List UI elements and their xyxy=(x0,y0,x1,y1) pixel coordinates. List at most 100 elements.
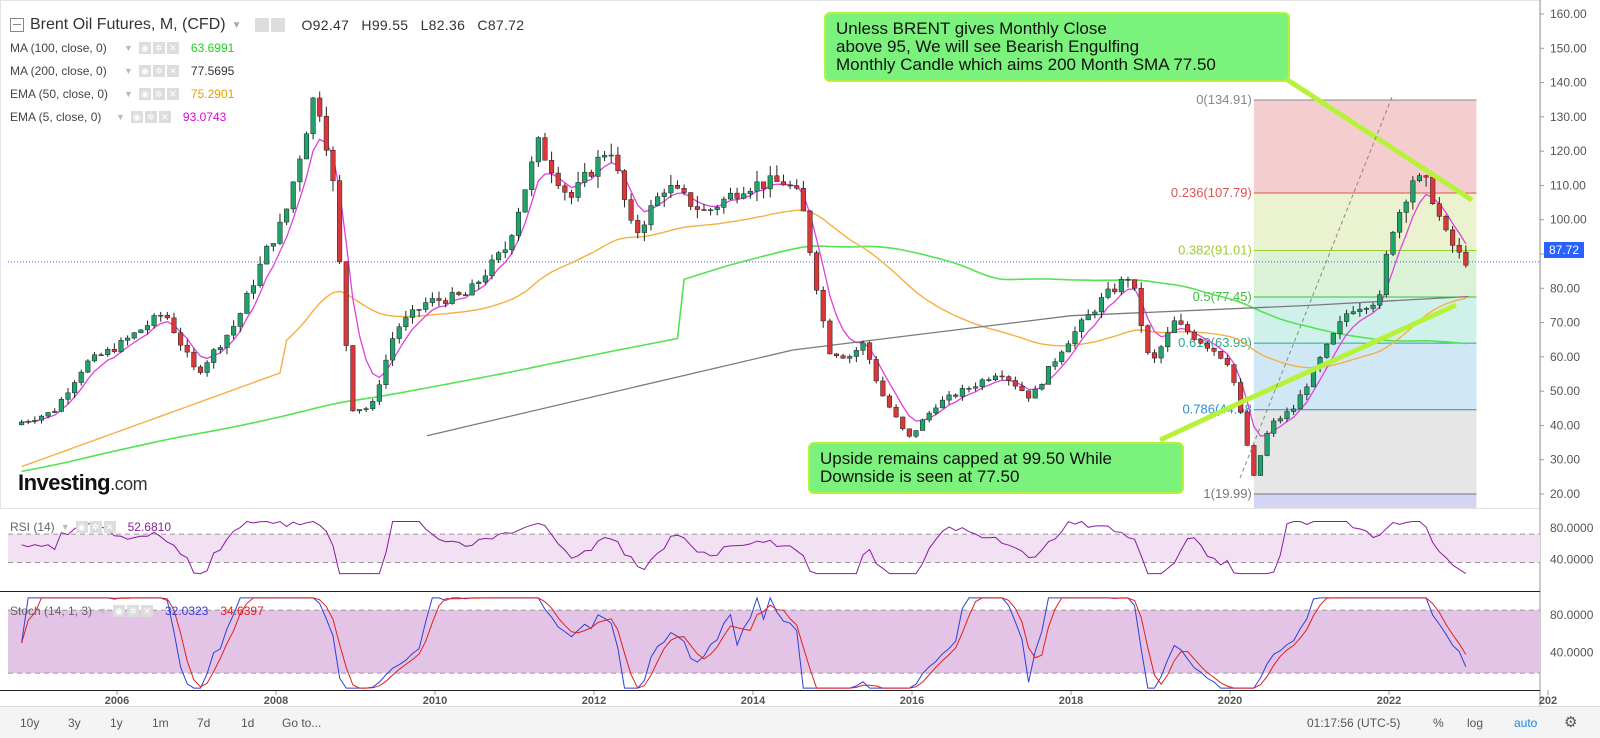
fibonacci-retracement[interactable]: 0(134.91)0.236(107.79)0.382(91.01)0.5(77… xyxy=(1171,92,1477,508)
candle-body xyxy=(906,428,912,437)
candlesticks xyxy=(19,91,1469,477)
goto-button[interactable]: Go to... xyxy=(282,716,322,730)
legend-rsi[interactable]: RSI (14) ▼ ◉ ✲ ✕ 52.6810 xyxy=(10,520,171,534)
range-1d-button[interactable]: 1d xyxy=(241,716,255,730)
dropdown-arrow-icon[interactable]: ▼ xyxy=(124,66,133,76)
candle-body xyxy=(343,261,349,346)
rsi-tick-label: 80.0000 xyxy=(1550,521,1594,535)
eye-icon[interactable]: ◉ xyxy=(75,521,88,533)
eye-icon[interactable]: ◉ xyxy=(138,88,151,100)
candle-body xyxy=(1006,376,1012,381)
log-toggle[interactable]: log xyxy=(1467,716,1484,730)
stoch-label[interactable]: Stoch (14, 1, 3) xyxy=(10,604,93,618)
annotation-bottom[interactable]: Upside remains capped at 99.50 While Dow… xyxy=(808,442,1184,494)
x-tick-label: 2018 xyxy=(1059,695,1083,707)
settings-icon[interactable]: ✲ xyxy=(126,605,139,617)
range-1m-button[interactable]: 1m xyxy=(152,716,169,730)
candle-body xyxy=(178,332,184,346)
close-icon[interactable]: ✕ xyxy=(166,42,179,54)
chart-title[interactable]: Brent Oil Futures, M, (CFD) xyxy=(30,16,226,33)
legend-controls[interactable]: ◉ ✲ ✕ xyxy=(138,88,179,100)
eye-icon[interactable]: ◉ xyxy=(112,605,125,617)
range-7d-button[interactable]: 7d xyxy=(197,716,211,730)
stoch-d-line xyxy=(21,597,1467,689)
settings-icon[interactable]: ✲ xyxy=(152,65,165,77)
candle-body xyxy=(886,395,893,408)
candle-body xyxy=(820,290,826,322)
legend-label[interactable]: EMA (5, close, 0) xyxy=(10,110,102,124)
settings-icon[interactable] xyxy=(271,18,286,32)
dropdown-arrow-icon[interactable]: ▼ xyxy=(124,43,133,53)
annotation-top[interactable]: Unless BRENT gives Monthly Close above 9… xyxy=(824,12,1290,82)
eye-icon[interactable]: ◉ xyxy=(130,111,143,123)
candle-body xyxy=(217,347,223,350)
legend-ma-100[interactable]: MA (100, close, 0) ▼ ◉ ✲ ✕ 63.6991 xyxy=(10,41,234,55)
settings-icon[interactable]: ✲ xyxy=(152,42,165,54)
legend-controls[interactable]: ◉ ✲ ✕ xyxy=(75,521,116,533)
dropdown-arrow-icon[interactable]: ▼ xyxy=(116,112,125,122)
candle-body xyxy=(330,150,336,181)
legend-controls[interactable]: ◉ ✲ ✕ xyxy=(130,111,171,123)
candle-body xyxy=(1138,287,1144,326)
candle-body xyxy=(621,170,628,200)
candle-body xyxy=(1403,201,1409,213)
eye-icon[interactable]: ◉ xyxy=(138,42,151,54)
settings-icon[interactable]: ✲ xyxy=(144,111,157,123)
dropdown-arrow-icon[interactable]: ▼ xyxy=(60,522,70,532)
ohlc-low: L82.36 xyxy=(420,17,466,33)
title-controls[interactable] xyxy=(255,18,286,32)
percent-toggle[interactable]: % xyxy=(1433,716,1444,730)
candle-body xyxy=(151,315,157,326)
candle-body xyxy=(1224,358,1230,365)
legend-ema-5[interactable]: EMA (5, close, 0) ▼ ◉ ✲ ✕ 93.0743 xyxy=(10,110,226,124)
legend-controls[interactable]: ◉ ✲ ✕ xyxy=(138,65,179,77)
ohlc-values: O92.47 H99.55 L82.36 C87.72 xyxy=(301,17,532,33)
legend-stoch[interactable]: Stoch (14, 1, 3) ▼ ◉ ✲ ✕ 32.0323 34.6397 xyxy=(10,604,264,618)
candle-body xyxy=(1330,333,1336,345)
candle-body xyxy=(694,206,700,210)
rsi-label[interactable]: RSI (14) xyxy=(10,520,55,534)
candle-body xyxy=(1118,278,1124,293)
legend-label[interactable]: EMA (50, close, 0) xyxy=(10,87,109,101)
dropdown-arrow-icon[interactable]: ▼ xyxy=(231,19,242,31)
range-1y-button[interactable]: 1y xyxy=(110,716,123,730)
y-tick-label: 70.00 xyxy=(1550,316,1580,330)
auto-toggle[interactable]: auto xyxy=(1514,716,1538,730)
range-10y-button[interactable]: 10y xyxy=(20,716,40,730)
legend-ma-200[interactable]: MA (200, close, 0) ▼ ◉ ✲ ✕ 77.5695 xyxy=(10,64,234,78)
candle-body xyxy=(1105,288,1111,298)
candle-body xyxy=(615,154,621,171)
close-icon[interactable]: ✕ xyxy=(140,605,153,617)
close-icon[interactable]: ✕ xyxy=(158,111,171,123)
range-3y-button[interactable]: 3y xyxy=(68,716,81,730)
ema-5-line xyxy=(21,138,1467,437)
candle-body xyxy=(1238,382,1244,413)
clock-readout[interactable]: 01:17:56 (UTC-5) xyxy=(1307,716,1401,730)
close-icon[interactable]: ✕ xyxy=(166,88,179,100)
dropdown-arrow-icon[interactable]: ▼ xyxy=(98,606,107,616)
legend-label[interactable]: MA (200, close, 0) xyxy=(10,64,107,78)
settings-icon[interactable]: ✲ xyxy=(152,88,165,100)
candle-body xyxy=(1423,175,1429,178)
close-icon[interactable]: ✕ xyxy=(166,65,179,77)
collapse-icon[interactable] xyxy=(10,18,24,32)
legend-label[interactable]: MA (100, close, 0) xyxy=(10,41,107,55)
candle-body xyxy=(38,415,45,421)
dropdown-arrow-icon[interactable]: ▼ xyxy=(124,89,133,99)
gear-icon[interactable]: ⚙ xyxy=(1564,714,1578,731)
legend-value: 63.6991 xyxy=(190,41,235,55)
candle-body xyxy=(1264,433,1270,456)
annotation-line: Monthly Candle which aims 200 Month SMA … xyxy=(836,55,1216,74)
eye-icon[interactable] xyxy=(255,18,270,32)
legend-controls[interactable]: ◉ ✲ ✕ xyxy=(138,42,179,54)
trendlines[interactable] xyxy=(1158,72,1474,479)
close-icon[interactable]: ✕ xyxy=(103,521,116,533)
settings-icon[interactable]: ✲ xyxy=(89,521,102,533)
legend-ema-50[interactable]: EMA (50, close, 0) ▼ ◉ ✲ ✕ 75.2901 xyxy=(10,87,234,101)
legend-controls[interactable]: ◉ ✲ ✕ xyxy=(112,605,153,617)
eye-icon[interactable]: ◉ xyxy=(138,65,151,77)
candle-body xyxy=(1390,231,1396,255)
candle-body xyxy=(303,133,310,160)
candle-body xyxy=(58,399,64,412)
